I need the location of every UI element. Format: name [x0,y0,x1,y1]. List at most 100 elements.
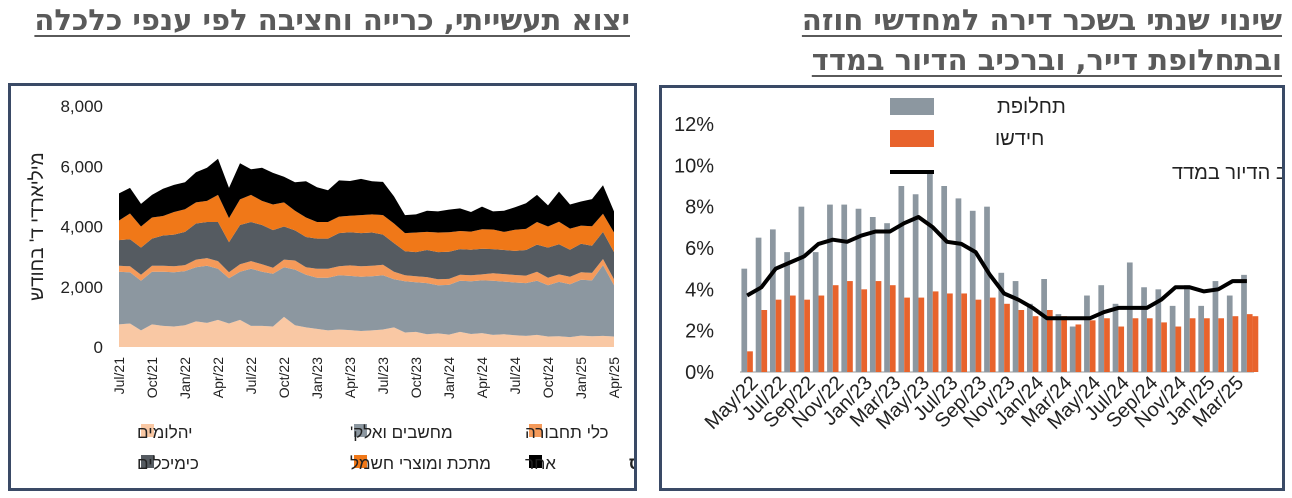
y-axis-label: מיליארדי ד' בחודש [27,152,48,300]
bar-renewal [961,293,968,372]
x-tick-label: Oct/21 [144,357,160,398]
x-tick-label: Oct/22 [276,357,292,398]
bar-turnover [941,186,948,372]
bar-renewal [1175,326,1182,372]
y-tick-label: 12% [674,114,714,136]
bar-turnover [912,194,919,372]
y-tick-label: 6% [685,238,714,260]
legend-label: חידשו [995,128,1044,150]
bar-turnover [812,252,819,372]
bar-turnover [1112,303,1119,372]
legend-swatch [354,424,367,437]
x-tick-label: Apr/23 [342,357,358,398]
bar-turnover [841,204,848,372]
area-series [119,158,614,234]
bar-renewal [989,297,996,372]
y-tick-label: 4% [685,279,714,301]
legend-label: כלי תחבורה [525,423,609,442]
x-tick-label: Jan/22 [177,357,193,399]
bar-renewal [875,281,882,372]
legend-swatch [141,455,154,468]
bar-renewal [918,297,925,372]
y-tick-label: 2,000 [60,278,103,297]
left-chart-title: יצוא תעשייתי, כרייה וחציבה לפי ענפי כלכל… [34,3,630,37]
bar-turnover [1026,303,1033,372]
left-chart-panel: 0 2,000 4,000 6,000 8,000 מיליארדי ד' בחודש Ju… [8,83,719,491]
bar-turnover [827,204,833,372]
bar-renewal [775,299,782,372]
bar-renewal [904,297,910,372]
area-series [119,316,614,347]
bar-renewal [818,295,825,372]
x-tick-label: Jul/22 [243,357,259,395]
bar-turnover [784,252,790,372]
legend-swatch [890,98,934,115]
y-tick-label: 0 [94,338,103,357]
y-tick-label: 4,000 [60,218,103,237]
legend-swatch [529,424,542,437]
bar-renewal [1046,310,1053,372]
bar-renewal [832,285,839,372]
bar-renewal [947,293,953,372]
bar-turnover [927,173,933,372]
y-tick-label: 2% [685,321,714,343]
bar-renewal [1004,303,1010,372]
bar-turnover [1069,326,1076,372]
area-series [119,222,614,280]
y-tick-label: 0% [685,362,714,384]
bar-renewal [789,295,796,372]
y-tick-label: 8% [685,197,714,219]
x-tick-label: Jan/25 [573,357,589,399]
legend-label: שינוי שנתי ברכיב הדיור במדד [1172,162,1282,184]
legend-label: יהלומים [137,423,193,442]
bar-turnover [1012,281,1019,372]
bar-renewal [1104,318,1110,372]
bar-turnover [1184,285,1190,372]
x-tick-label: Jan/23 [309,357,325,399]
bar-renewal [804,299,810,372]
line-housing-index [746,215,1247,321]
bar-turnover [755,237,762,372]
bar-turnover [855,208,862,372]
bar-turnover [1098,285,1105,372]
bar-turnover [1226,295,1233,372]
bar-renewal [1218,318,1225,372]
legend-label: אחר [525,454,556,473]
bar-renewal [1118,326,1125,372]
bar-renewal [1132,318,1139,372]
bar-turnover [884,223,890,372]
bar-renewal [1161,322,1167,372]
bar-renewal [1246,314,1253,372]
area-series [119,258,614,286]
legend-label: תחלופת [997,96,1066,118]
bar-renewal [1061,316,1067,372]
bar-turnover [1241,274,1247,372]
bar-turnover [1212,281,1219,372]
bar-renewal [1252,316,1259,372]
y-tick-label: 8,000 [60,97,103,116]
x-tick-label: Jul/23 [375,357,391,395]
bar-renewal [1204,318,1210,372]
x-tick-label: Oct/24 [540,357,556,398]
bar-renewal [747,351,753,372]
bar-turnover [984,206,990,372]
legend-label: מחשבים ואלק' [350,423,453,442]
bar-renewal [1189,318,1196,372]
bar-turnover [1198,305,1205,372]
bar-turnover [741,268,748,372]
legend-swatch [529,455,542,468]
bar-renewal [975,299,982,372]
x-tick-label: Jul/21 [111,357,127,395]
legend-swatch [354,455,367,468]
bar-turnover [1155,289,1162,372]
bar-renewal [889,285,896,372]
bar-turnover [898,186,905,372]
x-tick-label: Jan/24 [441,357,457,399]
bar-renewal [761,310,768,372]
bar-renewal [1146,318,1153,372]
bar-renewal [1032,316,1039,372]
area-series [119,194,614,253]
y-tick-label: 6,000 [60,157,103,176]
bar-turnover [1141,287,1147,372]
bar-turnover [998,272,1005,372]
